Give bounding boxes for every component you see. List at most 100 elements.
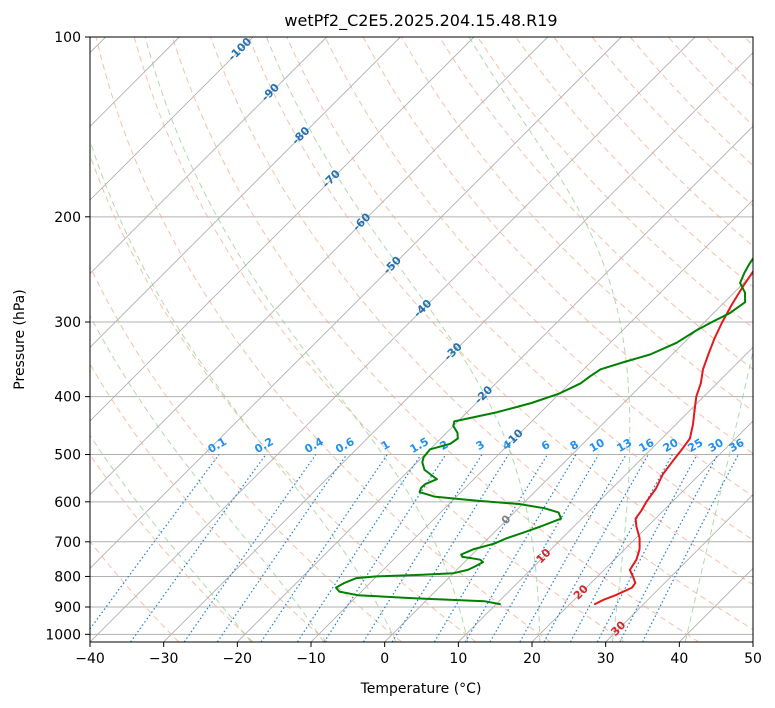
moist-adiabats (90, 37, 753, 642)
dry-adiabat (668, 37, 753, 127)
x-tick-label: −10 (296, 651, 326, 667)
isotherm (90, 37, 475, 422)
moist-adiabat (90, 314, 325, 642)
x-tick-label: 50 (744, 651, 762, 667)
dewpoint-profile-line (335, 256, 753, 606)
dry-adiabat (362, 37, 753, 455)
mixing-ratio-label: 20 (661, 436, 681, 455)
isotherm (310, 199, 753, 642)
mixing-ratio-label: 8 (568, 438, 581, 453)
isotherm (605, 494, 753, 642)
x-tick-label: 40 (670, 651, 688, 667)
temperature-label: 10 (534, 546, 554, 566)
y-tick-label: 300 (54, 315, 81, 331)
y-tick-label: 500 (54, 448, 81, 464)
mixing-ratio-line (296, 454, 422, 642)
isotherm (531, 420, 753, 642)
dry-adiabat (133, 37, 625, 642)
x-tick-label: −20 (223, 651, 253, 667)
x-tick-label: 20 (523, 651, 541, 667)
moist-adiabat (90, 138, 397, 642)
isotherm (90, 37, 401, 348)
mixing-ratio-line (90, 454, 220, 630)
chart-title: wetPf2_C2E5.2025.204.15.48.R19 (284, 11, 557, 31)
temperature-label: -70 (320, 167, 343, 190)
isotherm (163, 52, 753, 642)
y-tick-label: 900 (54, 600, 81, 616)
x-axis: −40 −30 −20 −10 0 10 20 30 40 50 (75, 642, 762, 667)
mixing-ratio-label: 13 (614, 436, 634, 455)
mixing-ratio-line (362, 454, 483, 642)
plot-frame (89, 36, 754, 643)
mixing-ratio-line (596, 454, 698, 642)
mixing-ratio-line (464, 454, 577, 642)
mixing-ratio-line (619, 454, 719, 642)
pressure-gridlines (90, 37, 753, 635)
isotherm (90, 37, 696, 642)
x-axis-label: Temperature (°C) (360, 681, 482, 697)
isotherm (90, 37, 254, 201)
temperature-label: 40 (646, 655, 666, 675)
mixing-ratio-line (260, 454, 388, 642)
y-tick-label: 100 (54, 30, 81, 46)
dry-adiabat (324, 37, 753, 498)
x-tick-label: −30 (149, 651, 179, 667)
mixing-ratio-line (489, 454, 600, 642)
dry-adiabat (90, 363, 328, 642)
dry-adiabat (744, 37, 753, 47)
mixing-ratio-label: 10 (587, 436, 607, 455)
dry-adiabat (515, 37, 753, 288)
temperature-label: -80 (289, 124, 312, 147)
isotherm (90, 37, 622, 569)
mixing-ratio-label: 0.2 (252, 435, 275, 456)
mixing-ratio-label: 30 (706, 436, 726, 455)
temperature-label: -90 (259, 81, 282, 104)
mixing-ratio-line (323, 454, 447, 642)
temperature-label: 20 (571, 582, 591, 602)
moist-adiabat (684, 348, 753, 642)
isotherm (752, 641, 753, 642)
isotherm (384, 273, 753, 642)
dry-adiabat (90, 153, 477, 642)
mixing-ratio-label: 16 (637, 436, 657, 455)
mixing-ratio-line (433, 454, 549, 642)
dry-adiabat (706, 37, 753, 87)
mixing-ratio-line (569, 454, 673, 642)
temperature-label: -20 (472, 383, 495, 406)
isotherm (90, 37, 327, 275)
mixing-ratio-label: 1 (379, 438, 392, 453)
isotherm (679, 567, 753, 642)
dry-adiabat (210, 37, 753, 631)
y-axis: 100 200 300 400 500 600 700 800 900 1000 (45, 30, 90, 643)
x-tick-label: 10 (449, 651, 467, 667)
temperature-label: 0 (499, 512, 514, 527)
moist-adiabat (90, 434, 252, 642)
y-tick-label: 200 (54, 210, 81, 226)
y-tick-label: 400 (54, 390, 81, 406)
mixing-ratio-label: 0.4 (302, 435, 326, 456)
x-tick-label: 30 (597, 651, 615, 667)
isotherm (237, 125, 753, 642)
y-tick-label: 800 (54, 569, 81, 585)
mixing-ratio-line (183, 454, 317, 642)
y-tick-label: 700 (54, 535, 81, 551)
mixing-ratio-line (130, 454, 267, 642)
skewed-isotherms (90, 37, 753, 642)
dry-adiabat (286, 37, 753, 541)
moist-adiabat (468, 37, 631, 642)
temperature-label: -30 (442, 340, 465, 363)
temperature-label: -50 (381, 253, 404, 276)
sounding-profiles (335, 256, 753, 606)
dry-adiabat (438, 37, 753, 370)
isotherm (90, 37, 548, 496)
mixing-ratio-label: 3 (474, 438, 487, 453)
mixing-ratio-line (519, 454, 627, 642)
dry-adiabat (90, 453, 254, 642)
temperature-label: -100 (226, 35, 255, 64)
dry-adiabat (171, 37, 700, 642)
mixing-ratio-line (216, 454, 348, 642)
moist-adiabat (266, 37, 541, 642)
x-tick-label: −40 (75, 651, 105, 667)
temperature-label: -40 (411, 297, 434, 320)
dry-adiabat (477, 37, 753, 329)
